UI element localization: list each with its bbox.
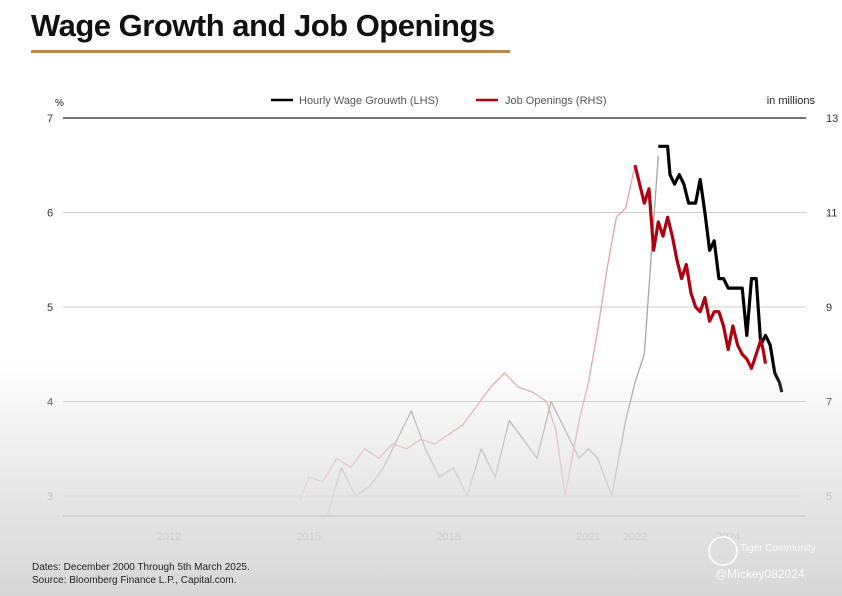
series-lines [298, 144, 784, 516]
left-tick-label: 6 [47, 208, 53, 220]
x-tick-label: 2022 [623, 531, 647, 543]
job-openings-history-line [298, 165, 636, 501]
x-tick-label: 2018 [436, 531, 460, 543]
right-tick-label: 7 [826, 397, 832, 409]
x-tick-label: 2012 [157, 531, 181, 543]
wage-growth-history-line [324, 155, 659, 516]
watermark-community: Tiger Community [740, 543, 816, 554]
wage-growth-line [658, 144, 784, 393]
right-tick-label: 5 [826, 491, 832, 503]
chart-title: Wage Growth and Job Openings [31, 8, 495, 43]
left-unit-label: % [55, 98, 64, 109]
right-tick-label: 11 [826, 208, 837, 220]
legend-label: Hourly Wage Grouwth (LHS) [299, 95, 439, 107]
left-tick-label: 7 [47, 113, 53, 125]
legend-label: Job Openings (RHS) [505, 95, 607, 107]
right-tick-label: 13 [826, 113, 838, 125]
footnote-source: Source: Bloomberg Finance L.P., Capital.… [32, 575, 237, 586]
left-tick-label: 3 [47, 491, 53, 503]
watermark-handle: @Mickey082024 [715, 567, 805, 581]
x-tick-label: 2021 [576, 531, 600, 543]
right-unit-label: in millions [767, 95, 816, 107]
watermark-logo-icon [708, 536, 738, 566]
job-openings-line [633, 164, 768, 370]
right-tick-label: 9 [826, 302, 832, 314]
title-underline [31, 50, 510, 53]
footnote-dates: Dates: December 2000 Through 5th March 2… [32, 562, 250, 573]
legend: Hourly Wage Grouwth (LHS) Job Openings (R… [271, 95, 607, 107]
left-tick-label: 5 [47, 302, 53, 314]
x-tick-label: 2015 [297, 531, 321, 543]
left-tick-label: 4 [47, 397, 53, 409]
